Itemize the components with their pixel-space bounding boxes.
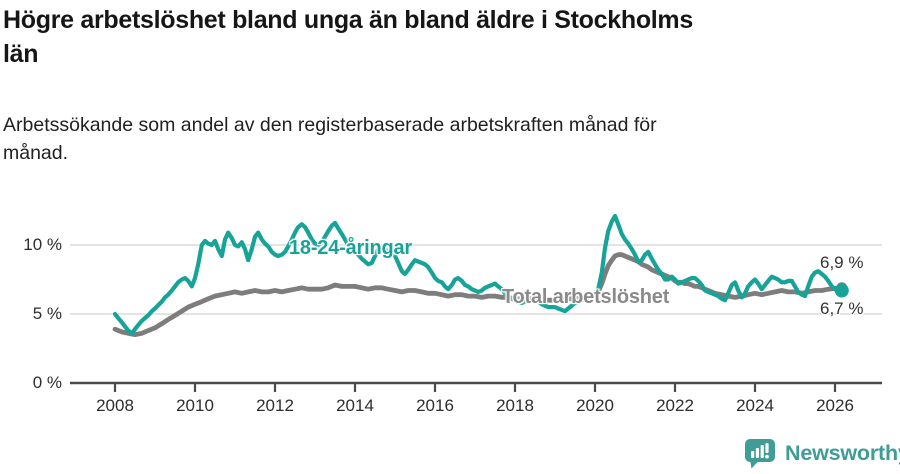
y-tick-label: 10 % — [23, 235, 62, 254]
title-line-1: Högre arbetslöshet bland unga än bland ä… — [3, 6, 693, 34]
end-dot-youth — [834, 283, 849, 298]
subtitle-line-2: månad. — [3, 142, 69, 164]
x-tick-label: 2026 — [816, 396, 854, 415]
x-tick-label: 2018 — [496, 396, 534, 415]
title-line-2: län — [3, 40, 39, 68]
newsworthy-logo[interactable]: Newsworthy — [744, 437, 900, 470]
end-value-label-total: 6,9 % — [820, 253, 864, 272]
y-tick-label: 0 % — [32, 373, 62, 392]
y-tick-label: 5 % — [32, 304, 62, 323]
series-line-youth — [112, 213, 844, 336]
newsworthy-logo-icon — [745, 438, 775, 468]
chart-subtitle: Arbetssökande som andel av den registerb… — [3, 111, 863, 167]
x-tick-label: 2024 — [736, 396, 774, 415]
x-tick-label: 2020 — [576, 396, 614, 415]
x-tick-label: 2012 — [256, 396, 294, 415]
x-tick-label: 2016 — [416, 396, 454, 415]
x-tick-label: 2022 — [656, 396, 694, 415]
x-tick-label: 2010 — [176, 396, 214, 415]
series-label-total: Total arbetslöshet — [502, 286, 670, 308]
series-label-youth: 18-24-åringar — [289, 237, 413, 259]
series-line-total — [112, 252, 845, 338]
page-title: Högre arbetslöshet bland unga än bland ä… — [3, 3, 883, 71]
x-tick-label: 2014 — [336, 396, 374, 415]
x-tick-label: 2008 — [96, 396, 134, 415]
end-value-label-youth: 6,7 % — [820, 299, 864, 318]
newsworthy-logo-text: Newsworthy — [785, 441, 900, 465]
subtitle-line-1: Arbetssökande som andel av den registerb… — [3, 114, 657, 136]
